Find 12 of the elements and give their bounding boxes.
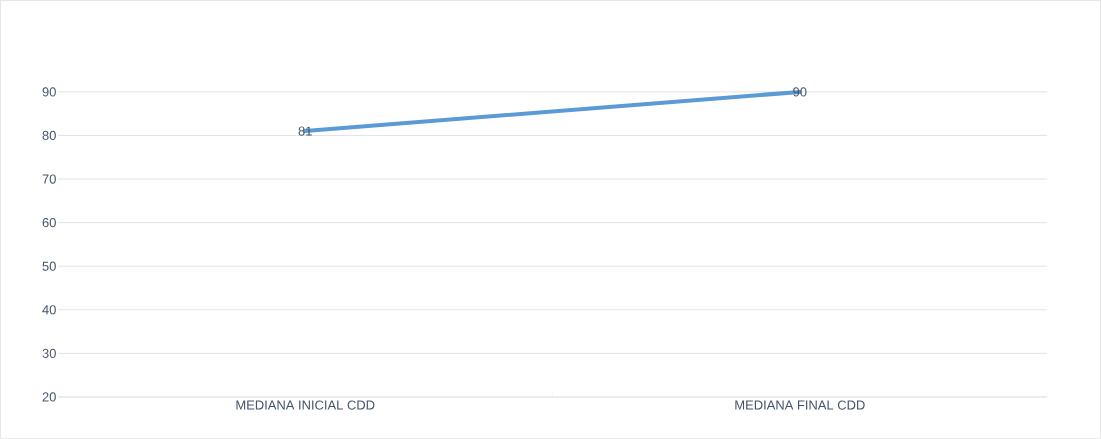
- data-label: 90: [793, 87, 807, 97]
- y-tick-label: 40: [42, 305, 56, 315]
- y-tick-label: 90: [42, 87, 56, 97]
- x-tick-label: MEDIANA FINAL CDD: [735, 400, 865, 410]
- y-tick-label: 80: [42, 130, 56, 141]
- x-tick-label: MEDIANA INICIAL CDD: [236, 400, 375, 410]
- y-tick-label: 60: [42, 218, 56, 228]
- y-tick-label: 70: [42, 174, 56, 184]
- y-tick-label: 30: [42, 348, 56, 359]
- y-tick-label: 20: [42, 392, 56, 402]
- data-label: 81: [298, 126, 312, 136]
- y-tick-label: 50: [42, 261, 56, 271]
